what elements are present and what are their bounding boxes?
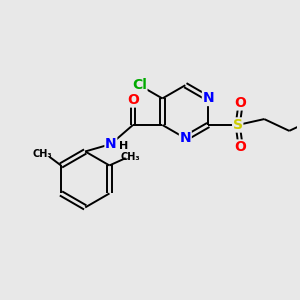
Text: N: N	[179, 131, 191, 145]
Text: O: O	[127, 93, 139, 107]
Text: CH₃: CH₃	[120, 152, 140, 162]
Text: H: H	[119, 142, 128, 152]
Text: CH₃: CH₃	[32, 149, 52, 159]
Text: N: N	[105, 137, 117, 151]
Text: O: O	[235, 96, 247, 110]
Text: S: S	[233, 118, 243, 132]
Text: O: O	[235, 140, 247, 154]
Text: Cl: Cl	[132, 78, 147, 92]
Text: N: N	[202, 92, 214, 106]
